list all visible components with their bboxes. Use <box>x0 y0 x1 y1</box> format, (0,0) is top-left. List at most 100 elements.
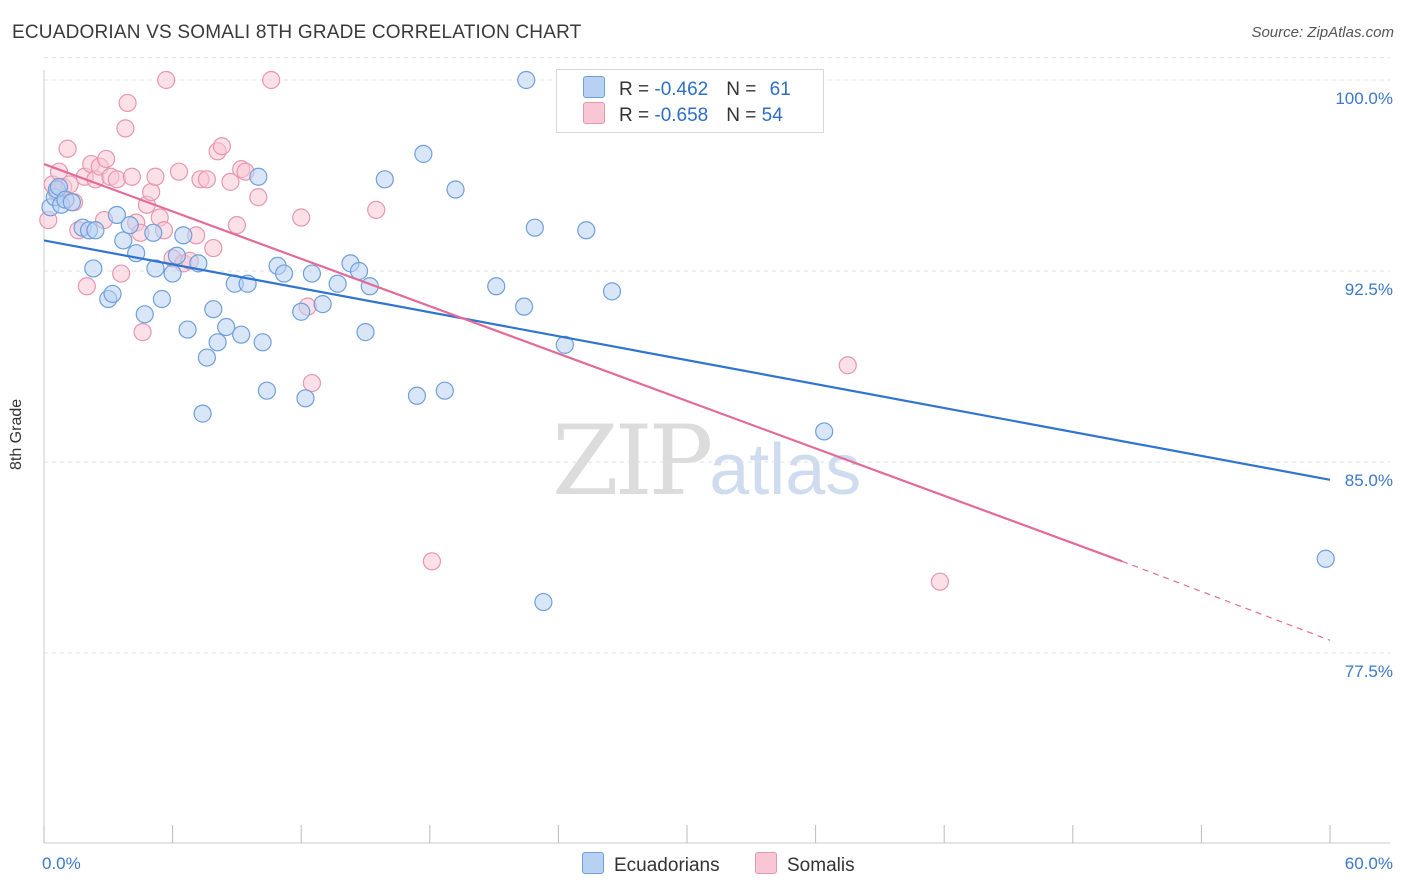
somalis-point <box>112 264 131 283</box>
ecuadorians-point <box>407 386 427 405</box>
somalis-point <box>221 172 240 191</box>
trend-lines <box>43 163 1331 641</box>
ecuadorians-point <box>313 295 332 314</box>
ecuadorians-point <box>435 381 454 400</box>
y-tick-label: 92.5% <box>1345 280 1393 299</box>
ecuadorians-point <box>62 193 81 212</box>
ecuadorians-point <box>232 325 251 344</box>
watermark-zip: ZIP <box>552 405 713 517</box>
somalis-point <box>169 162 189 181</box>
ecuadorians-point <box>178 320 197 339</box>
ecuadorians-swatch <box>583 76 605 98</box>
y-tick-label: 85.0% <box>1345 471 1393 490</box>
ecuadorians-point <box>114 231 133 250</box>
somalis-point <box>212 137 231 156</box>
somalis-legend-label: Somalis <box>787 855 855 876</box>
ecuadorians-point <box>84 259 103 278</box>
somalis-point <box>227 216 246 235</box>
somalis-point <box>107 170 126 189</box>
ecuadorians-points <box>41 70 1335 612</box>
somalis-point <box>930 572 950 591</box>
ecuadorians-point <box>163 264 182 283</box>
somalis-point <box>197 170 216 189</box>
somalis-swatch <box>755 852 777 874</box>
chart-source: Source: ZipAtlas.com <box>1251 24 1394 41</box>
somalis-point <box>249 188 268 207</box>
x-tick-label: 0.0% <box>42 854 81 873</box>
legend-r-value: -0.462 <box>654 79 709 100</box>
ecuadorians-point <box>515 297 534 316</box>
watermark: ZIPatlas <box>552 405 861 517</box>
somalis-point <box>97 149 116 169</box>
ecuadorians-point <box>356 323 375 342</box>
somalis-point <box>838 356 857 375</box>
ecuadorians-point <box>328 274 347 293</box>
legend-row-ecuadorians: R = -0.462 N = 61 <box>583 76 791 100</box>
somalis-point <box>118 93 137 113</box>
axes <box>43 70 1390 844</box>
ecuadorians-point <box>414 144 433 163</box>
somalis-point <box>77 277 96 296</box>
ecuadorians-point <box>204 300 223 319</box>
ecuadorians-trend-line <box>43 239 1331 481</box>
legend-r-label: R = <box>619 105 655 126</box>
ecuadorians-point <box>487 277 506 296</box>
ecuadorians-point <box>103 284 122 304</box>
ecuadorians-point <box>167 246 186 265</box>
ecuadorians-point <box>146 259 165 278</box>
ecuadorians-point <box>249 167 268 186</box>
somalis-point <box>422 552 442 571</box>
chart-title: ECUADORIAN VS SOMALI 8TH GRADE CORRELATI… <box>12 22 582 43</box>
legend-n-label: N = <box>726 79 762 100</box>
legend-n-label: N = <box>726 105 762 126</box>
legend-n-value: 54 <box>761 105 783 126</box>
ecuadorians-point <box>107 205 126 225</box>
somalis-point <box>262 70 281 90</box>
ecuadorians-point <box>815 422 834 441</box>
ecuadorians-point <box>1316 549 1335 568</box>
ecuadorians-point <box>135 305 154 324</box>
ecuadorians-point <box>292 302 311 321</box>
ecuadorians-point <box>193 404 212 423</box>
legend-row-somalis: R = -0.658 N = 54 <box>583 102 783 126</box>
somalis-point <box>292 208 311 227</box>
ecuadorians-point <box>296 389 315 408</box>
somalis-point <box>116 119 135 138</box>
ecuadorians-point <box>517 70 536 90</box>
correlation-legend: R = -0.462 N = 61 R = -0.658 N = 54 <box>556 69 824 133</box>
ecuadorians-point <box>274 264 294 283</box>
somalis-point <box>157 70 176 90</box>
legend-r-value: -0.658 <box>654 105 709 126</box>
ecuadorians-point <box>302 264 322 283</box>
bottom-legend-ecuadorians[interactable]: Ecuadorians <box>582 852 720 877</box>
somalis-point <box>302 373 322 393</box>
somalis-swatch <box>583 102 605 124</box>
somalis-trend-line <box>43 163 1123 563</box>
somalis-point <box>146 167 165 186</box>
x-tick-label: 60.0% <box>1345 854 1393 873</box>
tick-labels: 100.0% 92.5% 85.0% 77.5% 0.0% 60.0% <box>42 89 1393 873</box>
ecuadorians-point <box>197 348 216 367</box>
y-tick-label: 77.5% <box>1345 662 1393 681</box>
ecuadorians-legend-label: Ecuadorians <box>614 855 720 876</box>
somalis-point <box>122 167 141 186</box>
ecuadorians-point <box>86 221 105 240</box>
ecuadorians-point <box>174 226 193 245</box>
bottom-legend-somalis[interactable]: Somalis <box>755 852 855 877</box>
legend-n-value: 61 <box>769 79 791 100</box>
somalis-point <box>367 200 386 219</box>
ecuadorians-swatch <box>582 852 604 874</box>
ecuadorians-point <box>120 216 139 235</box>
ecuadorians-point <box>253 333 272 352</box>
ecuadorians-point <box>446 180 465 199</box>
ecuadorians-point <box>217 317 236 337</box>
grid-lines <box>44 57 1390 654</box>
somalis-point <box>142 182 161 202</box>
ecuadorians-point <box>602 282 622 301</box>
ecuadorians-point <box>375 170 394 189</box>
somalis-point <box>58 139 77 158</box>
somalis-point <box>133 323 152 342</box>
ecuadorians-point <box>152 289 171 309</box>
ecuadorians-point <box>525 218 544 237</box>
